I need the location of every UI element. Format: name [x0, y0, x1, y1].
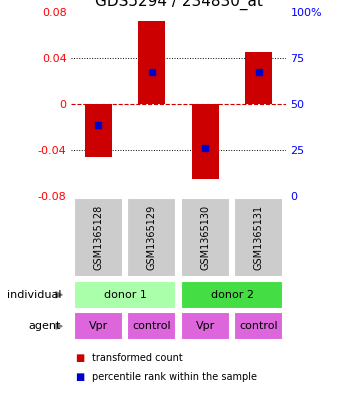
Bar — [192, 104, 219, 179]
Bar — [73, 198, 123, 277]
Text: transformed count: transformed count — [92, 353, 183, 363]
Bar — [181, 281, 284, 309]
Text: control: control — [239, 321, 278, 331]
Title: GDS5294 / 234830_at: GDS5294 / 234830_at — [95, 0, 262, 11]
Bar — [234, 198, 284, 277]
Text: donor 2: donor 2 — [210, 290, 254, 300]
Text: GSM1365129: GSM1365129 — [147, 205, 157, 270]
Text: GSM1365128: GSM1365128 — [93, 205, 103, 270]
Bar — [138, 21, 165, 104]
Text: individual: individual — [7, 290, 61, 300]
Bar — [127, 198, 176, 277]
Text: Vpr: Vpr — [88, 321, 108, 331]
Text: ■: ■ — [75, 372, 84, 382]
Text: GSM1365131: GSM1365131 — [254, 205, 264, 270]
Text: donor 1: donor 1 — [103, 290, 147, 300]
Text: ■: ■ — [75, 353, 84, 363]
Bar — [85, 104, 112, 157]
Bar — [245, 52, 272, 104]
Text: control: control — [132, 321, 171, 331]
Bar — [181, 312, 230, 340]
Text: Vpr: Vpr — [195, 321, 215, 331]
Text: percentile rank within the sample: percentile rank within the sample — [92, 372, 257, 382]
Bar — [73, 312, 123, 340]
Text: GSM1365130: GSM1365130 — [200, 205, 210, 270]
Bar — [234, 312, 284, 340]
Bar — [127, 312, 176, 340]
Bar — [181, 198, 230, 277]
Bar — [73, 281, 176, 309]
Text: agent: agent — [29, 321, 61, 331]
